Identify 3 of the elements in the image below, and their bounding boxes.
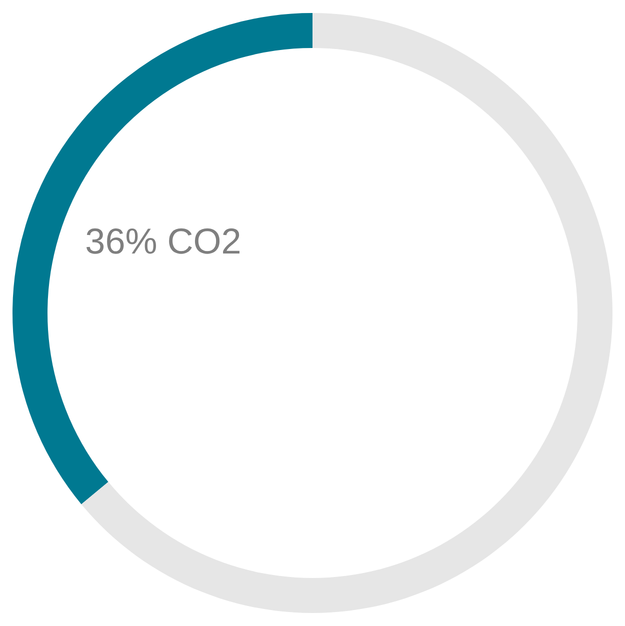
donut-slice xyxy=(81,13,612,613)
slice-label: 36% CO2 xyxy=(85,220,242,262)
donut-slice xyxy=(13,13,312,504)
